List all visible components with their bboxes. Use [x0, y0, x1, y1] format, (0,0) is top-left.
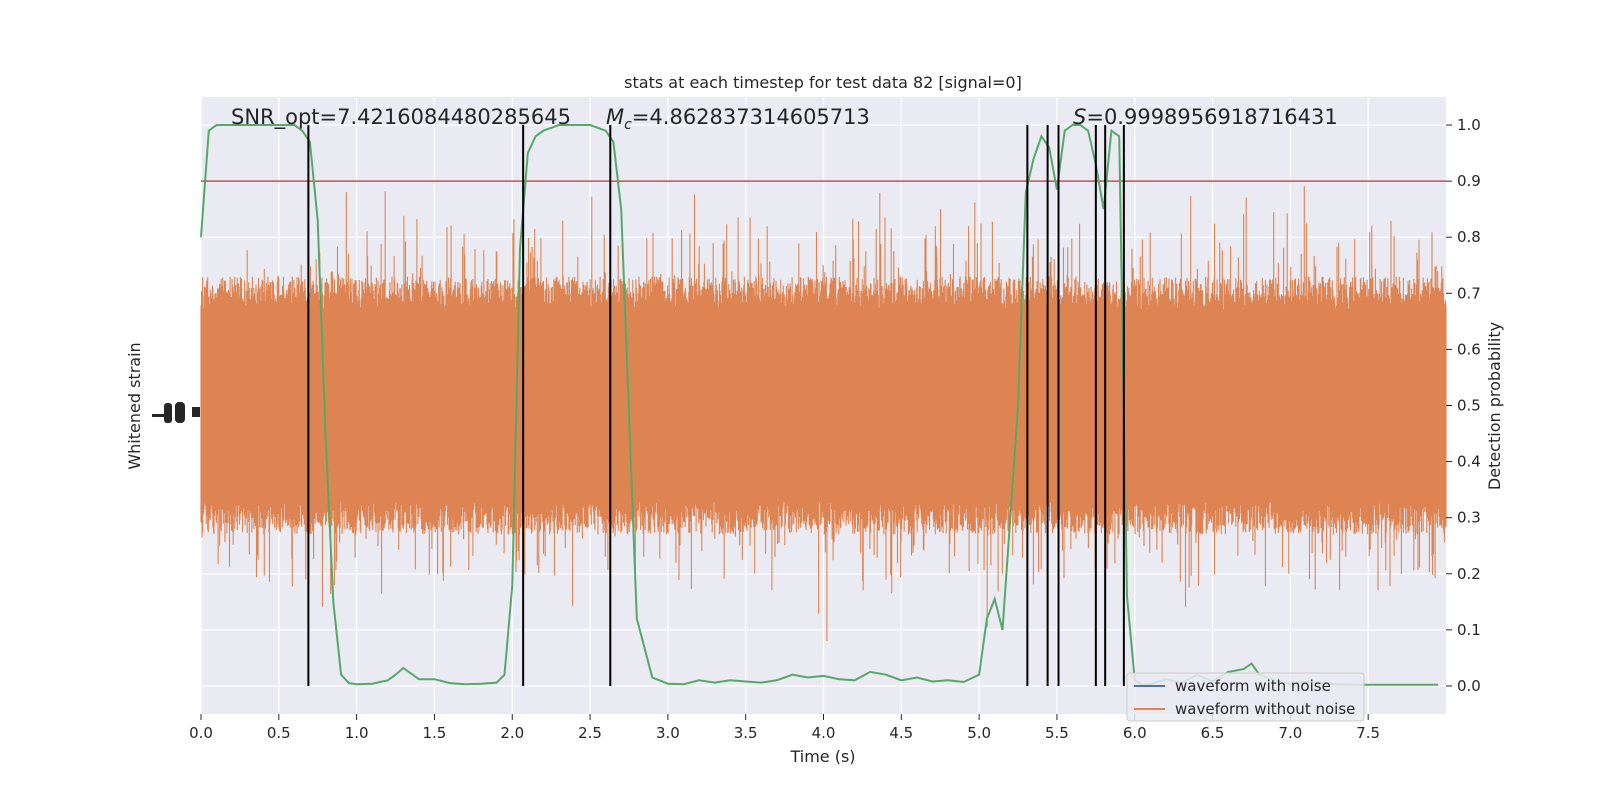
legend-label-without-noise: waveform without noise: [1175, 700, 1355, 718]
chart-title: stats at each timestep for test data 82 …: [624, 73, 1022, 92]
snr-annotation: SNR_opt=7.4216084480285645: [231, 105, 571, 130]
x-tick-label: 0.5: [267, 724, 291, 742]
right-y-axis-ticks: 0.0 0.1 0.2 0.3 0.4 0.5 0.6 0.7 0.8 0.9 1.0: [1446, 116, 1481, 695]
x-axis-label: Time (s): [789, 747, 855, 766]
y-tick-label: 0.7: [1457, 284, 1481, 302]
s-annotation: S=0.9998956918716431: [1073, 105, 1338, 129]
x-tick-label: 6.5: [1201, 724, 1225, 742]
x-tick-label: 5.5: [1045, 724, 1069, 742]
legend-box: [1126, 672, 1365, 722]
legend: waveform with noise waveform without noi…: [1126, 672, 1365, 722]
mc-value: =4.862837314605713: [632, 105, 870, 129]
x-tick-label: 4.5: [889, 724, 913, 742]
y-tick-label: 0.9: [1457, 172, 1481, 190]
mc-subscript: c: [624, 117, 632, 133]
x-tick-label: 3.0: [656, 724, 680, 742]
x-tick-label: 2.0: [500, 724, 524, 742]
x-tick-label: 7.5: [1356, 724, 1380, 742]
x-tick-label: 2.5: [578, 724, 602, 742]
detection-lines: [307, 125, 1125, 686]
x-tick-label: 1.0: [345, 724, 369, 742]
y-tick-label: 0.8: [1457, 228, 1481, 246]
s-value: =0.9998956918716431: [1086, 105, 1337, 129]
x-tick-label: 4.0: [812, 724, 836, 742]
y-tick-label: 0.0: [1457, 677, 1481, 695]
x-tick-label: 6.0: [1123, 724, 1147, 742]
legend-label-with-noise: waveform with noise: [1175, 677, 1331, 695]
y-tick-label: 0.6: [1457, 340, 1481, 358]
strain-noise-band: [200, 186, 1447, 642]
x-tick-label: 7.0: [1278, 724, 1302, 742]
y-tick-label: 0.5: [1457, 397, 1481, 415]
mc-annotation: Mc=4.862837314605713: [606, 105, 870, 133]
x-tick-label: 1.5: [423, 724, 447, 742]
strain-trace: [200, 186, 1447, 642]
x-tick-label: 3.5: [734, 724, 758, 742]
s-symbol: S: [1073, 105, 1086, 129]
y-tick-label: 0.1: [1457, 621, 1481, 639]
y-tick-label: 1.0: [1457, 116, 1481, 134]
y-tick-label: 0.4: [1457, 453, 1481, 471]
left-y-axis-garble: [152, 402, 200, 423]
x-tick-label: 5.0: [967, 724, 991, 742]
right-y-axis-label: Detection probability: [1485, 322, 1504, 490]
x-axis-ticks: 0.0 0.5 1.0 1.5 2.0 2.5 3.0 3.5 4.0 4.5 5.0 5.5 6.0 6…: [189, 714, 1380, 742]
y-tick-label: 0.2: [1457, 565, 1481, 583]
mc-symbol: M: [606, 105, 624, 129]
x-tick-label: 0.0: [189, 724, 213, 742]
y-tick-label: 0.3: [1457, 509, 1481, 527]
left-y-axis-label: Whitened strain: [125, 342, 144, 469]
